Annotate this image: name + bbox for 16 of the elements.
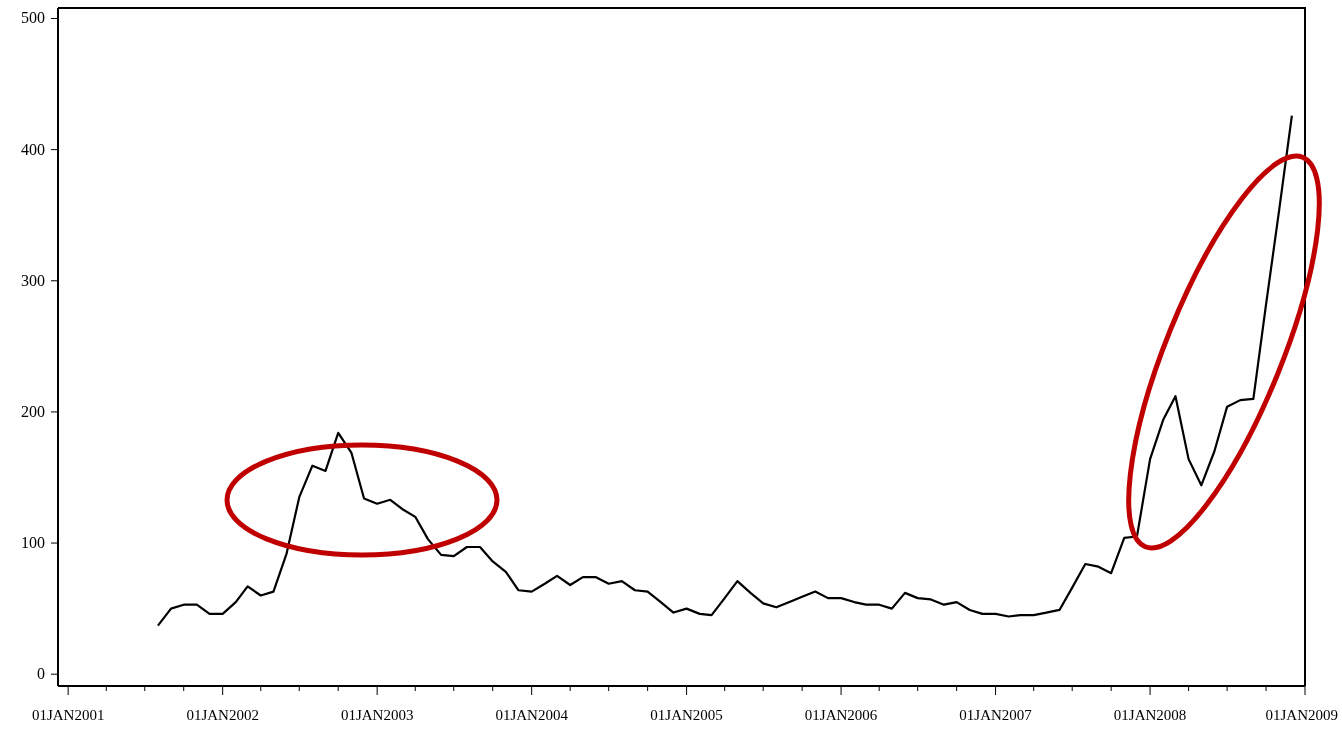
y-tick-label: 300 xyxy=(21,271,45,289)
x-tick-label: 01JAN2001 xyxy=(31,707,105,723)
y-tick-label: 200 xyxy=(21,402,45,420)
x-tick-label: 01JAN2007 xyxy=(959,707,1033,723)
x-tick-label: 01JAN2004 xyxy=(495,707,569,723)
y-tick-label: 100 xyxy=(21,534,45,552)
x-tick-label: 01JAN2002 xyxy=(186,707,259,723)
y-tick-label: 0 xyxy=(37,665,45,683)
x-tick-label: 01JAN2003 xyxy=(340,707,414,723)
y-tick-label: 400 xyxy=(21,140,45,158)
x-tick-label: 01JAN2008 xyxy=(1113,707,1187,723)
line-series xyxy=(156,114,1293,627)
y-tick-label: 500 xyxy=(21,9,45,27)
x-tick-label: 01JAN2005 xyxy=(650,707,723,723)
x-tick-label: 01JAN2009 xyxy=(1265,707,1338,723)
x-tick-label: 01JAN2006 xyxy=(804,707,878,723)
